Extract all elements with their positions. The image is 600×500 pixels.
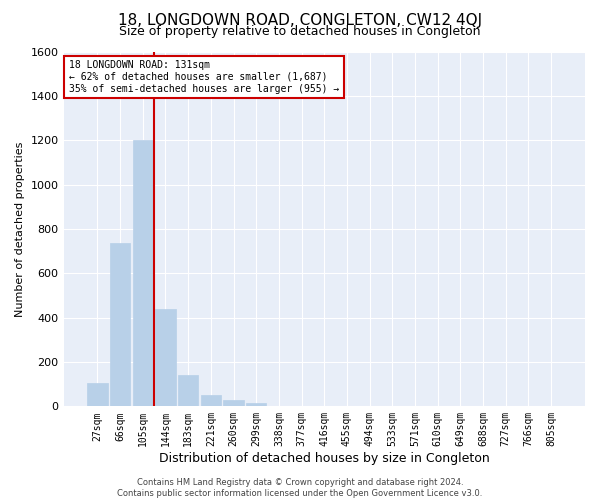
Bar	[178, 376, 199, 406]
Text: Size of property relative to detached houses in Congleton: Size of property relative to detached ho…	[119, 25, 481, 38]
Text: 18, LONGDOWN ROAD, CONGLETON, CW12 4QJ: 18, LONGDOWN ROAD, CONGLETON, CW12 4QJ	[118, 12, 482, 28]
Bar	[223, 400, 244, 406]
X-axis label: Distribution of detached houses by size in Congleton: Distribution of detached houses by size …	[159, 452, 490, 465]
Bar	[110, 244, 130, 406]
Text: Contains HM Land Registry data © Crown copyright and database right 2024.
Contai: Contains HM Land Registry data © Crown c…	[118, 478, 482, 498]
Y-axis label: Number of detached properties: Number of detached properties	[15, 141, 25, 316]
Bar	[200, 395, 221, 406]
Bar	[155, 309, 176, 406]
Bar	[246, 403, 266, 406]
Bar	[87, 383, 107, 406]
Text: 18 LONGDOWN ROAD: 131sqm
← 62% of detached houses are smaller (1,687)
35% of sem: 18 LONGDOWN ROAD: 131sqm ← 62% of detach…	[69, 60, 339, 94]
Bar	[133, 140, 153, 406]
